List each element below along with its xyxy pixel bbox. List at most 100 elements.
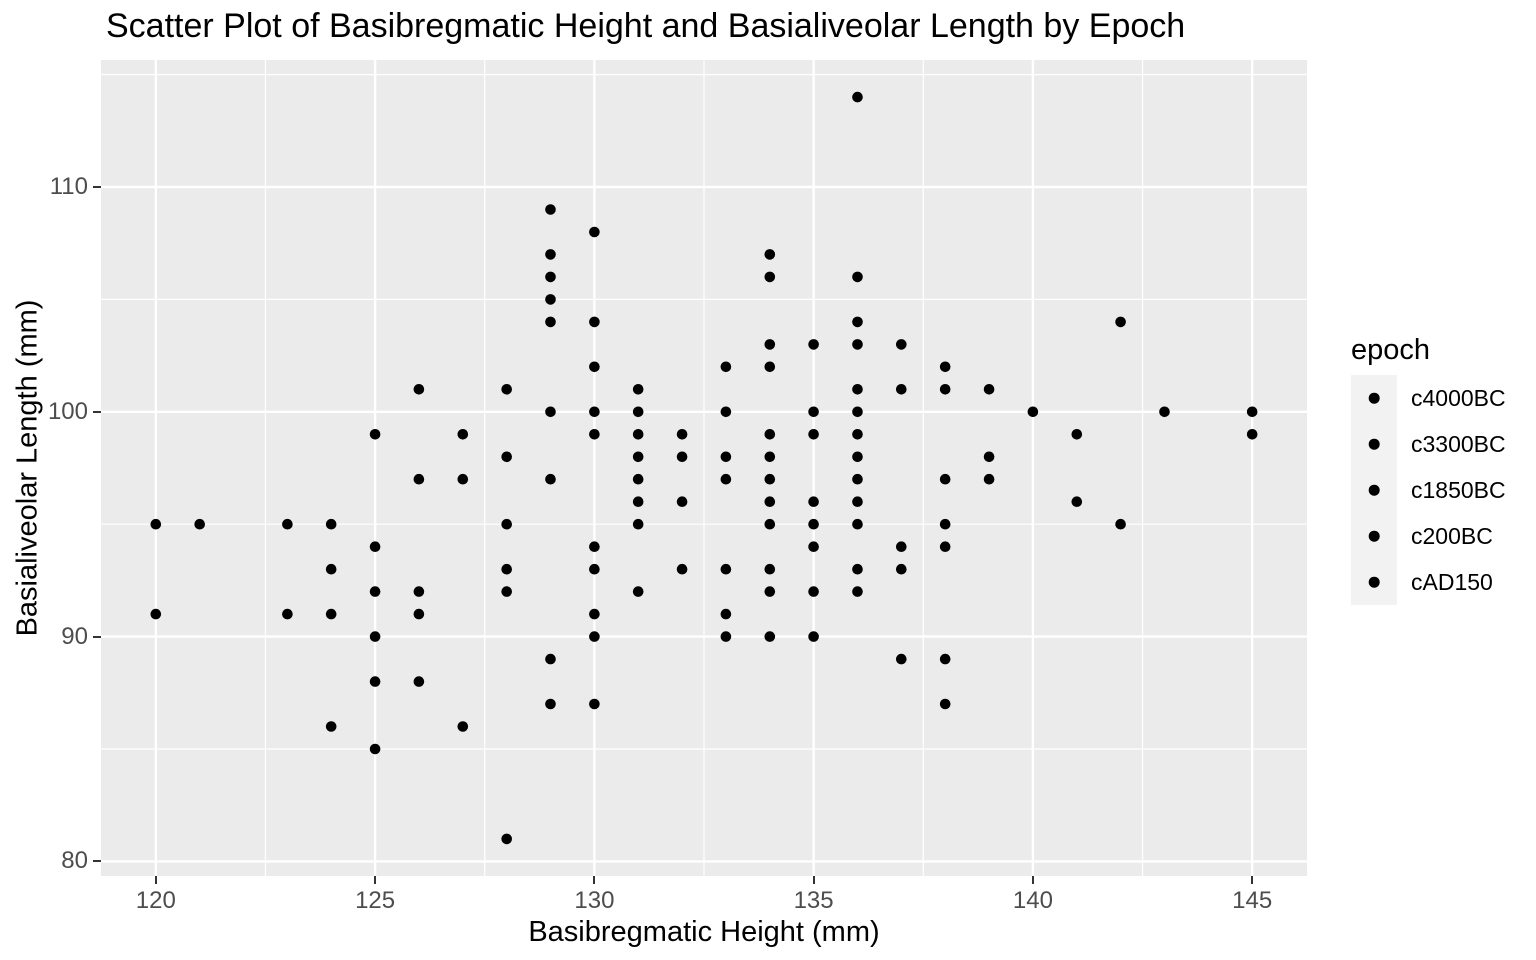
data-point xyxy=(632,586,644,597)
data-point xyxy=(589,541,600,552)
y-tick-mark xyxy=(93,635,101,638)
legend-point-icon xyxy=(1368,530,1380,542)
data-point xyxy=(369,743,381,755)
data-point xyxy=(764,271,776,283)
data-point xyxy=(939,518,951,530)
data-point xyxy=(720,451,732,463)
data-point xyxy=(589,316,600,328)
legend-item-label: cAD150 xyxy=(1411,569,1493,595)
chart-title: Scatter Plot of Basibregmatic Height and… xyxy=(106,7,1186,45)
data-point xyxy=(939,653,951,665)
data-point xyxy=(676,429,688,440)
data-point xyxy=(852,518,863,530)
data-point xyxy=(939,361,951,373)
data-point xyxy=(369,541,381,552)
data-point xyxy=(325,608,337,620)
data-point xyxy=(1071,496,1083,508)
data-point xyxy=(589,406,600,418)
x-tick-label: 145 xyxy=(1232,887,1273,914)
data-point xyxy=(589,429,600,440)
data-point xyxy=(501,563,512,575)
data-point xyxy=(896,563,907,575)
data-point xyxy=(632,473,644,485)
data-point xyxy=(282,608,293,620)
legend-key xyxy=(1351,559,1397,605)
data-point xyxy=(764,473,776,485)
legend-item-label: c4000BC xyxy=(1411,385,1506,411)
data-point xyxy=(852,316,863,328)
legend-point-icon xyxy=(1368,438,1380,450)
data-point xyxy=(676,496,688,508)
data-point xyxy=(939,698,951,710)
data-point xyxy=(589,563,600,575)
x-tick-mark xyxy=(812,876,815,884)
legend-title: epoch xyxy=(1351,334,1431,366)
data-point xyxy=(983,473,995,485)
data-point xyxy=(545,204,556,215)
x-tick-mark xyxy=(374,876,377,884)
data-point xyxy=(720,361,732,373)
data-point xyxy=(720,608,732,620)
data-point xyxy=(852,586,863,597)
legend-item-label: c1850BC xyxy=(1411,477,1506,503)
data-point xyxy=(852,384,863,395)
data-point xyxy=(764,249,776,260)
data-point xyxy=(676,451,688,463)
data-point xyxy=(764,496,776,508)
x-tick-mark xyxy=(1251,876,1254,884)
data-point xyxy=(896,653,907,665)
data-point xyxy=(545,316,556,328)
legend-key xyxy=(1351,467,1397,513)
x-tick-label: 120 xyxy=(135,887,176,914)
data-point xyxy=(632,384,644,395)
data-point xyxy=(457,721,469,732)
data-point xyxy=(1115,316,1126,328)
data-point xyxy=(369,429,381,440)
y-tick-label: 90 xyxy=(61,622,88,650)
legend-key xyxy=(1351,513,1397,559)
data-point xyxy=(545,249,556,260)
data-point xyxy=(545,271,556,283)
data-point xyxy=(632,496,644,508)
data-point xyxy=(764,518,776,530)
data-point xyxy=(852,429,863,440)
data-point xyxy=(808,631,819,642)
data-point xyxy=(852,563,863,575)
data-point xyxy=(896,384,907,395)
legend-item-label: c200BC xyxy=(1411,523,1493,549)
data-point xyxy=(501,384,512,395)
data-point xyxy=(939,473,951,485)
plot-area xyxy=(101,60,1307,876)
data-point xyxy=(632,429,644,440)
data-point xyxy=(501,586,512,597)
y-tick-label: 100 xyxy=(47,397,88,425)
data-point xyxy=(808,518,819,530)
data-point xyxy=(720,631,732,642)
data-point xyxy=(676,563,688,575)
data-point xyxy=(852,451,863,463)
data-point xyxy=(589,226,600,238)
data-point xyxy=(325,563,337,575)
data-point xyxy=(369,586,381,597)
data-point xyxy=(852,406,863,418)
legend-key xyxy=(1351,421,1397,467)
data-point xyxy=(1115,518,1126,530)
data-point xyxy=(1246,429,1258,440)
data-point xyxy=(852,496,863,508)
y-tick-label: 80 xyxy=(61,847,88,875)
data-point xyxy=(808,496,819,508)
data-point xyxy=(545,406,556,418)
data-point xyxy=(501,518,512,530)
y-tick-mark xyxy=(93,860,101,863)
x-tick-label: 125 xyxy=(355,887,396,914)
data-point xyxy=(194,518,205,530)
data-point xyxy=(808,406,819,418)
data-point xyxy=(325,518,337,530)
data-point xyxy=(545,473,556,485)
data-point xyxy=(413,586,425,597)
x-tick-mark xyxy=(593,876,596,884)
data-point xyxy=(852,271,863,283)
data-point xyxy=(589,631,600,642)
data-point xyxy=(764,631,776,642)
